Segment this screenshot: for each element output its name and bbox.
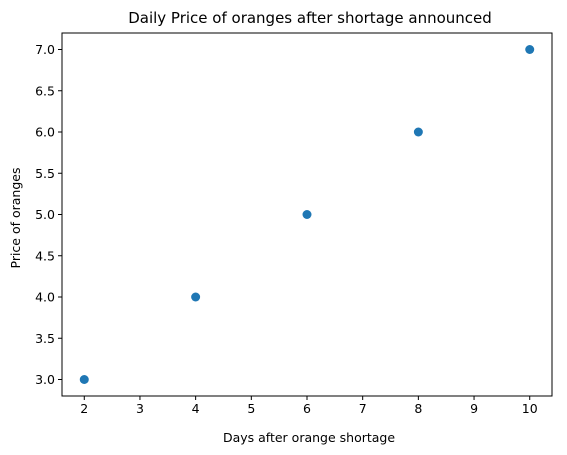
x-axis-label: Days after orange shortage (223, 430, 395, 445)
y-tick-label: 3.5 (35, 331, 55, 346)
data-point (302, 210, 312, 219)
x-tick-label: 7 (359, 401, 367, 416)
x-tick-label: 10 (522, 401, 538, 416)
x-tick-label: 8 (414, 401, 422, 416)
y-axis-ticks: 3.0 3.5 4.0 4.5 5.0 5.5 6.0 6.5 7.0 (35, 42, 62, 387)
x-tick-label: 5 (247, 401, 255, 416)
y-tick-label: 7.0 (35, 42, 55, 57)
x-tick-label: 4 (192, 401, 200, 416)
y-tick-label: 6.0 (35, 125, 55, 140)
x-tick-label: 9 (470, 401, 478, 416)
y-tick-label: 5.0 (35, 207, 55, 222)
y-axis-label: Price of oranges (8, 168, 23, 269)
y-tick-label: 5.5 (35, 166, 55, 181)
x-tick-label: 2 (80, 401, 88, 416)
data-points (79, 45, 535, 384)
x-tick-label: 6 (303, 401, 311, 416)
y-tick-label: 3.0 (35, 372, 55, 387)
data-point (413, 127, 423, 137)
y-tick-label: 4.5 (35, 248, 55, 263)
chart-title: Daily Price of oranges after shortage an… (128, 9, 492, 27)
y-tick-label: 6.5 (35, 83, 55, 98)
x-axis-ticks: 2 3 4 5 6 7 8 9 10 (80, 396, 538, 416)
data-point (525, 45, 535, 54)
data-point (191, 292, 201, 302)
data-point (79, 375, 89, 384)
y-tick-label: 4.0 (35, 290, 55, 305)
x-tick-label: 3 (136, 401, 144, 416)
